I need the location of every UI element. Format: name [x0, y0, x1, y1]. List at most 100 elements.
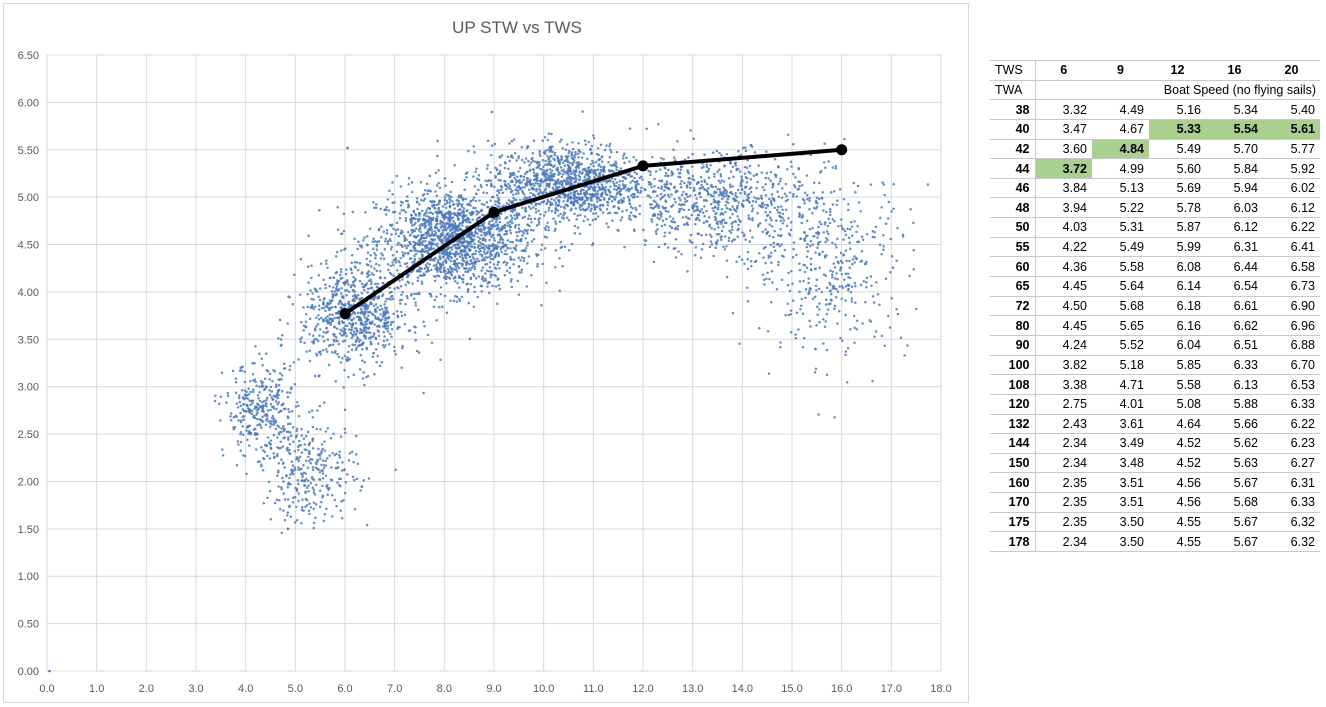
data-point	[454, 232, 457, 236]
data-point	[739, 170, 742, 173]
data-point	[729, 162, 732, 165]
data-point	[385, 306, 389, 310]
data-point	[333, 316, 336, 320]
data-point	[635, 183, 638, 187]
data-point	[853, 281, 857, 285]
data-point	[770, 270, 774, 273]
data-point	[281, 445, 285, 448]
data-point	[691, 174, 694, 178]
data-point	[773, 249, 777, 252]
data-point	[511, 240, 515, 244]
data-point	[456, 229, 460, 232]
data-point	[849, 247, 852, 250]
data-point	[457, 224, 460, 227]
data-point	[353, 260, 357, 264]
data-point	[567, 218, 571, 222]
data-point	[308, 359, 312, 363]
data-point	[676, 168, 680, 171]
data-point	[421, 193, 425, 197]
data-point	[525, 177, 529, 180]
data-point	[353, 312, 357, 315]
data-point	[766, 330, 770, 333]
data-point	[505, 201, 509, 205]
data-point	[710, 243, 714, 246]
data-point	[573, 181, 576, 184]
data-point	[424, 218, 427, 222]
data-point	[413, 292, 416, 296]
data-point	[428, 234, 432, 238]
data-point	[508, 223, 512, 227]
data-point	[585, 198, 589, 202]
data-point	[319, 352, 322, 356]
data-point	[846, 227, 849, 230]
data-point	[415, 292, 419, 296]
data-point	[751, 199, 755, 203]
data-point	[356, 247, 359, 251]
data-point	[701, 211, 705, 214]
data-point	[485, 200, 489, 204]
data-point	[422, 199, 425, 202]
data-point	[731, 212, 734, 216]
data-point	[736, 206, 739, 210]
data-point	[635, 187, 638, 191]
data-point	[380, 252, 383, 255]
data-point	[541, 180, 544, 184]
data-point	[321, 472, 325, 475]
data-point	[744, 149, 748, 153]
data-point	[632, 155, 636, 159]
data-point	[484, 279, 488, 282]
data-point	[831, 241, 834, 245]
data-point	[510, 285, 514, 289]
data-point	[318, 328, 322, 331]
data-point	[584, 169, 587, 172]
data-point	[265, 405, 268, 408]
data-point	[286, 395, 290, 399]
data-point	[526, 241, 529, 245]
data-point	[384, 240, 387, 243]
data-point	[522, 232, 526, 235]
data-point	[548, 168, 552, 171]
data-point	[391, 254, 395, 257]
data-point	[452, 220, 455, 223]
data-point	[288, 410, 291, 414]
data-point	[784, 182, 788, 186]
data-point	[380, 225, 383, 228]
data-point	[384, 237, 388, 240]
data-point	[890, 297, 893, 300]
data-point	[465, 218, 468, 222]
data-point	[713, 172, 716, 176]
data-point	[391, 192, 394, 196]
data-point	[368, 310, 371, 314]
data-point	[392, 274, 395, 277]
data-point	[497, 178, 500, 182]
data-point	[528, 164, 531, 167]
data-point	[661, 219, 665, 223]
data-point	[509, 209, 513, 213]
data-point	[478, 199, 481, 202]
data-point	[614, 164, 618, 168]
data-point	[816, 313, 819, 317]
data-point	[401, 251, 404, 254]
data-point	[610, 150, 613, 154]
data-point	[592, 212, 595, 215]
data-point	[720, 179, 723, 182]
data-point	[438, 268, 441, 272]
data-point	[445, 275, 449, 279]
data-point	[495, 217, 499, 220]
data-point	[430, 295, 433, 298]
data-point	[612, 162, 616, 166]
data-point	[719, 175, 723, 178]
data-point	[797, 166, 800, 170]
data-point	[696, 207, 699, 211]
data-point	[763, 203, 766, 207]
data-point	[817, 197, 821, 201]
data-point	[584, 179, 587, 182]
data-point	[878, 243, 882, 246]
data-point	[705, 163, 708, 167]
data-point	[553, 172, 556, 176]
data-point	[353, 343, 357, 347]
data-point	[621, 179, 624, 183]
data-point	[305, 312, 308, 316]
data-point	[569, 167, 572, 170]
data-point	[605, 144, 608, 147]
